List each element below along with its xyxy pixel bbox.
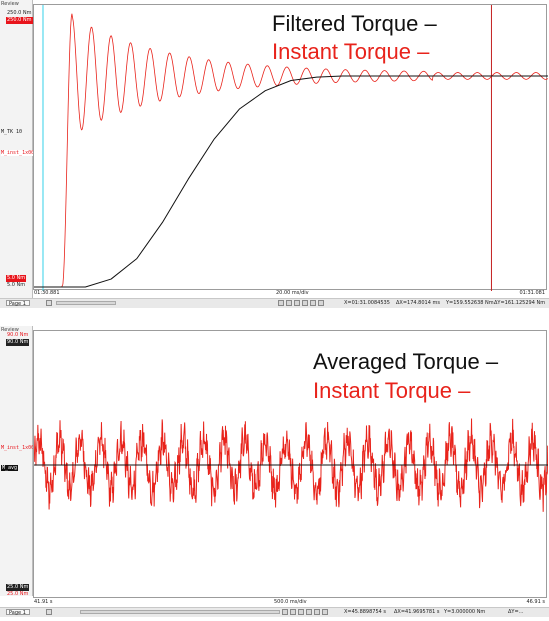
top-scrollbar[interactable] [56, 301, 116, 305]
bottom-plot-svg [34, 418, 548, 512]
bottom-time-axis: 41.91 s 500.0 ms/div 46.91 s [32, 599, 549, 606]
bottom-scrollbar[interactable] [80, 610, 280, 614]
bottom-channel-label-averaged: M_avg [1, 465, 19, 471]
top-window-label: Review [1, 1, 19, 7]
bottom-y-tick-min-black: 25.0 Nm [6, 584, 30, 591]
top-status-bar: Page 1 X=01:31.0084535 ΔX=174.8014 ms Y=… [0, 298, 549, 308]
bottom-x-end: 46.91 s [526, 599, 545, 605]
bottom-legend-averaged: Averaged Torque – [313, 349, 499, 374]
bottom-legend-instant: Instant Torque – [313, 378, 471, 403]
top-nav-next-button[interactable] [310, 300, 316, 306]
top-delta-y: ΔY=161.125294 Nm [494, 300, 546, 306]
bottom-nav-prev-button[interactable] [290, 609, 296, 615]
bottom-y-tick-max-red: 90.0 Nm [7, 332, 29, 338]
top-x-div: 20.00 ms/div [276, 290, 309, 296]
top-y-tick-max-black: 250.0 Nm [7, 10, 32, 16]
top-chart-panel: Review 250.0 Nm 250.0 Nm M_TK 10 M_inst_… [0, 0, 549, 310]
top-legend-instant: Instant Torque – [272, 39, 430, 64]
top-zoom-button[interactable] [46, 300, 52, 306]
top-y-axis-strip: Review 250.0 Nm 250.0 Nm M_TK 10 M_inst_… [0, 0, 35, 300]
bottom-zoom-button[interactable] [46, 609, 52, 615]
top-nav-stop-button[interactable] [302, 300, 308, 306]
top-y-tick-min-black: 5.0 Nm [7, 282, 26, 288]
bottom-y-tick-min-red: 25.0 Nm [7, 591, 29, 597]
bottom-y-axis-strip: Review 90.0 Nm 90.0 Nm M_inst_1x00 M_avg… [0, 326, 35, 597]
top-page-selector[interactable]: Page 1 [6, 300, 30, 307]
bottom-channel-label-instant: M_inst_1x00 [1, 445, 35, 451]
bottom-cursor-y: Y=3.000000 Nm [444, 609, 486, 615]
bottom-series-instant-torque [34, 418, 548, 512]
top-cursor-x: X=01:31.0084535 [344, 300, 390, 306]
top-time-axis: 01:30.881 20.00 ms/div 01:31.081 [32, 290, 549, 297]
bottom-nav-play-button[interactable] [298, 609, 304, 615]
top-series-filtered-torque [34, 75, 548, 288]
top-channel-label-filtered: M_TK 10 [1, 129, 23, 135]
bottom-plot-area[interactable] [33, 330, 548, 598]
bottom-window-label: Review [1, 327, 19, 333]
top-nav-first-button[interactable] [278, 300, 284, 306]
bottom-page-selector[interactable]: Page 1 [6, 609, 30, 616]
bottom-chart-panel: Review 90.0 Nm 90.0 Nm M_inst_1x00 M_avg… [0, 326, 549, 621]
top-x-start: 01:30.881 [34, 290, 60, 296]
bottom-status-bar: Page 1 X=45.8898754 s ΔX=41.9695781 s Y=… [0, 607, 549, 617]
bottom-y-tick-max-black: 90.0 Nm [6, 339, 30, 346]
top-delta-x: ΔX=174.8014 ms [396, 300, 440, 306]
top-legend-filtered: Filtered Torque – [272, 11, 437, 36]
top-nav-last-button[interactable] [318, 300, 324, 306]
bottom-delta-y: ΔY=... [508, 609, 524, 615]
top-x-end: 01:31.081 [519, 290, 545, 296]
bottom-nav-last-button[interactable] [322, 609, 328, 615]
bottom-cursor-x: X=45.8898754 s [344, 609, 387, 615]
top-cursor-y: Y=159.552638 Nm [446, 300, 494, 306]
top-y-tick-max-red: 250.0 Nm [6, 17, 33, 24]
top-channel-label-instant: M_inst_1x00 [1, 150, 35, 156]
bottom-delta-x: ΔX=41.9695781 s [394, 609, 440, 615]
top-nav-play-button[interactable] [294, 300, 300, 306]
bottom-nav-stop-button[interactable] [306, 609, 312, 615]
bottom-nav-first-button[interactable] [282, 609, 288, 615]
top-plot-area[interactable] [33, 4, 548, 291]
top-y-tick-min-red: 5.0 Nm [6, 275, 27, 282]
bottom-nav-next-button[interactable] [314, 609, 320, 615]
bottom-x-div: 500.0 ms/div [274, 599, 307, 605]
bottom-x-start: 41.91 s [34, 599, 53, 605]
top-plot-svg [34, 5, 548, 291]
top-nav-prev-button[interactable] [286, 300, 292, 306]
